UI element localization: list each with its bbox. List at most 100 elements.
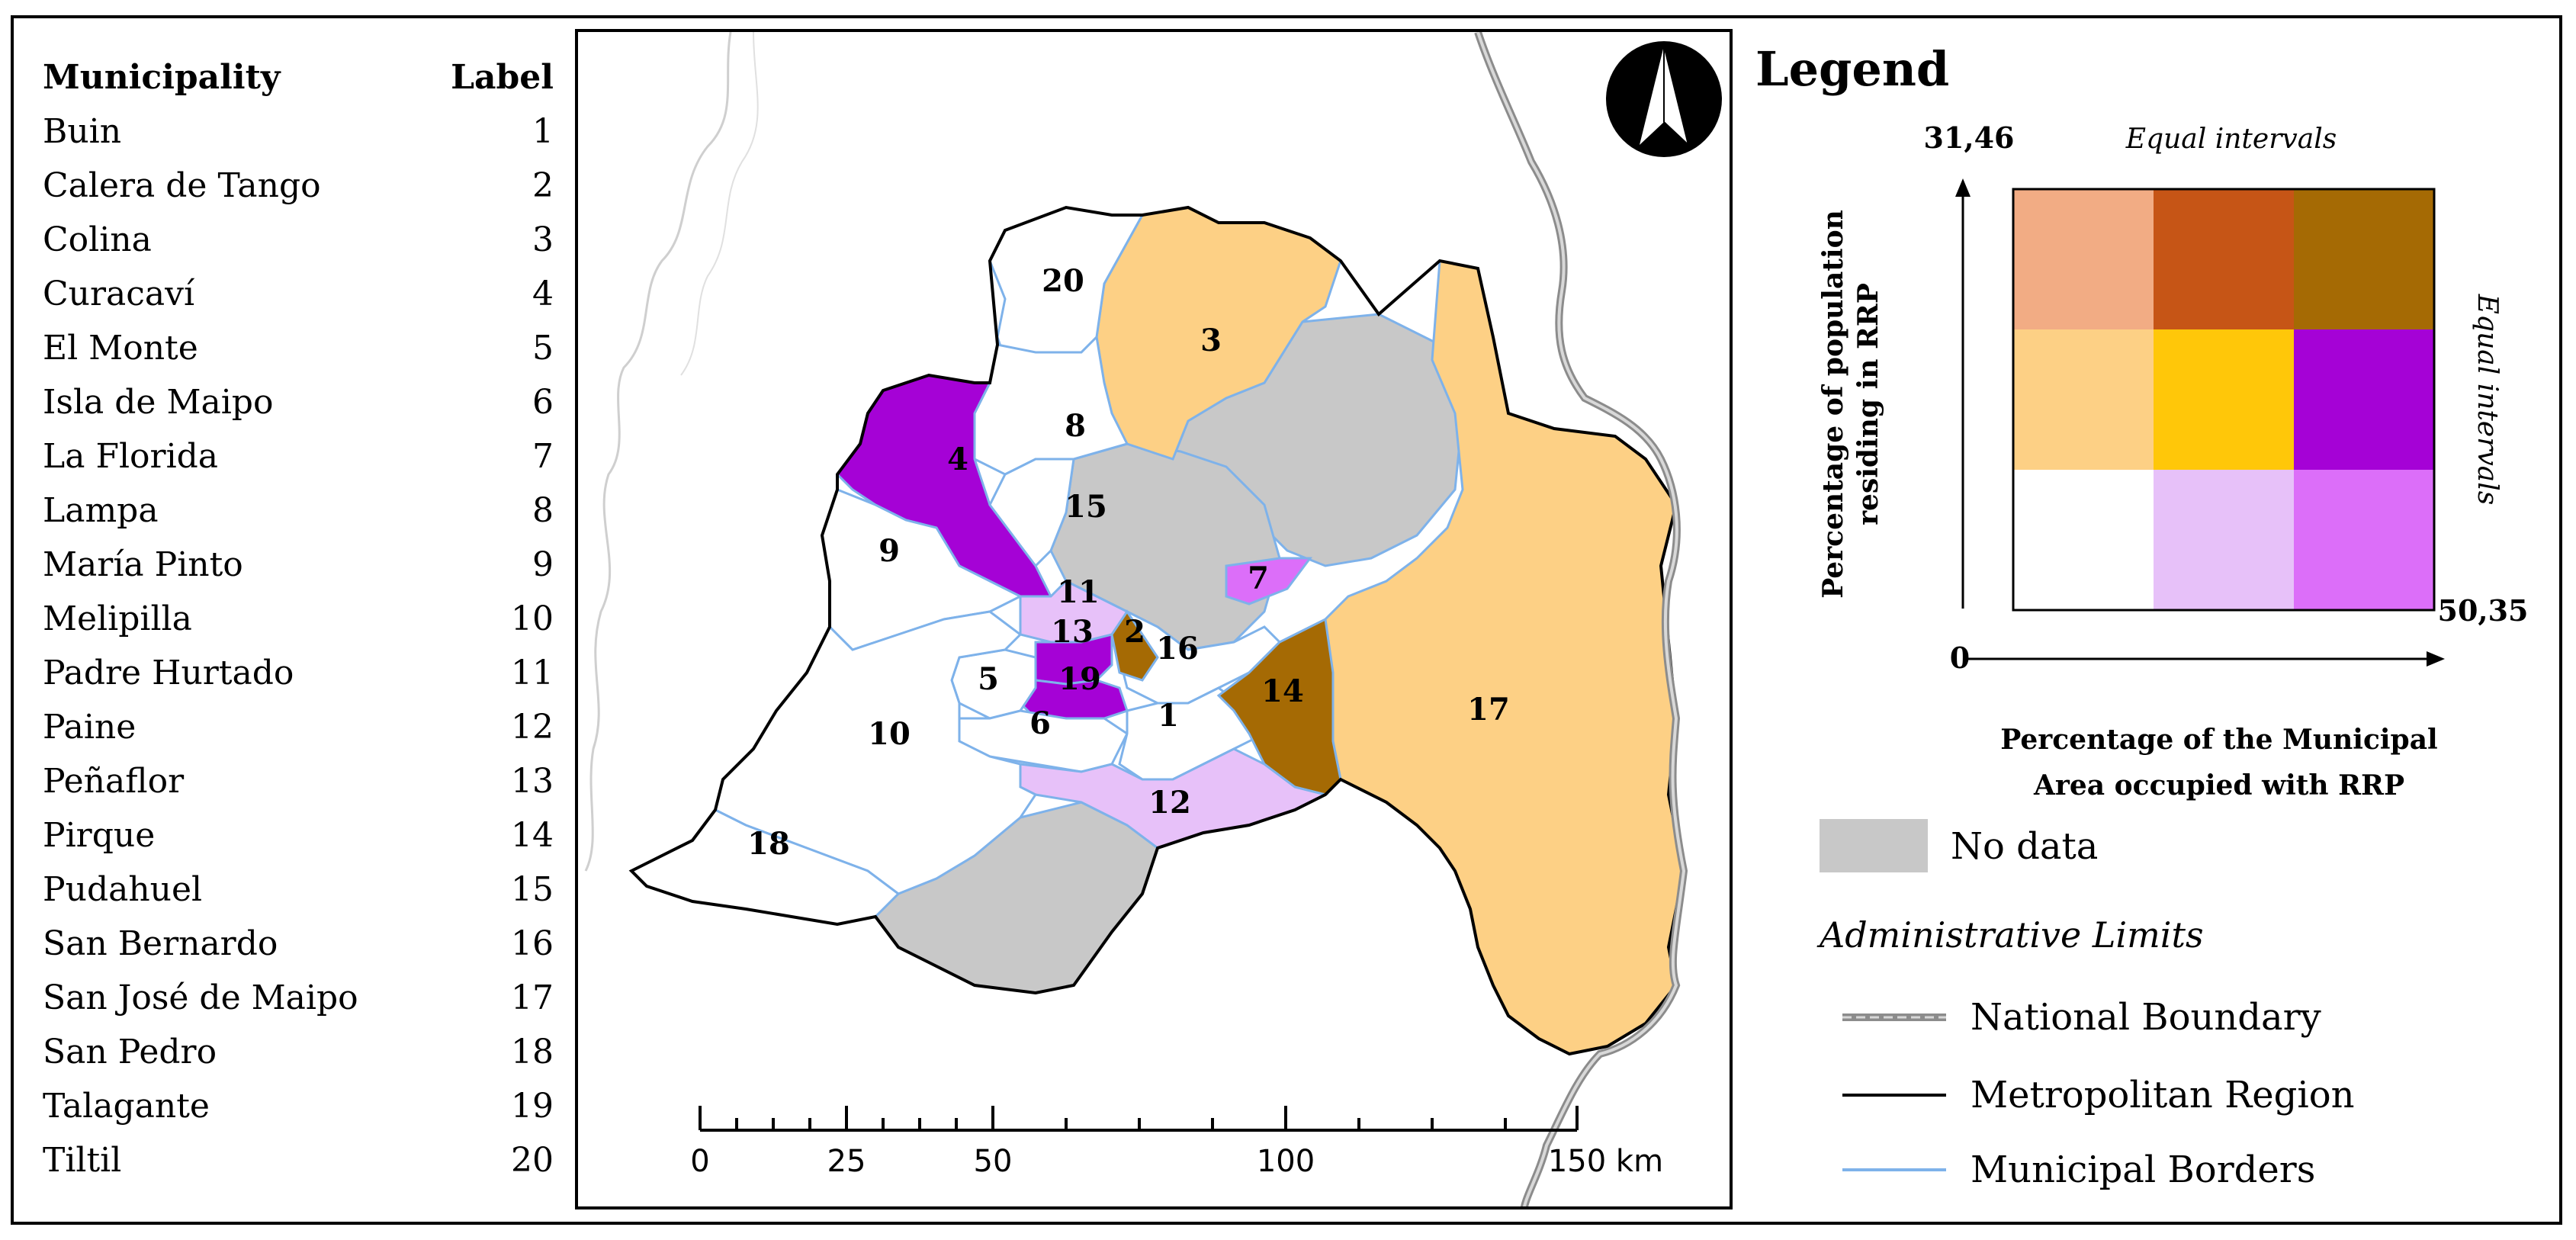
municipality-name: Paine — [43, 708, 137, 747]
table-row: El Monte 5 — [43, 321, 554, 375]
municipality-name: San Bernardo — [43, 924, 278, 963]
municipality-name: San José de Maipo — [43, 978, 358, 1017]
x-axis-arrowhead — [2427, 651, 2445, 667]
table-row: Isla de Maipo 6 — [43, 375, 554, 429]
municipality-name: Tiltil — [43, 1141, 122, 1180]
bivariate-cell-r2-c2 — [2294, 470, 2434, 610]
municipality-label: 3 — [532, 220, 554, 259]
municipality-name: Peñaflor — [43, 762, 185, 801]
table-row: Paine 12 — [43, 700, 554, 754]
municipality-2 — [1110, 609, 1159, 682]
metropolitan-region-label: Metropolitan Region — [1971, 1074, 2355, 1116]
legend-x-min: 0 — [1950, 641, 1970, 675]
map-label-18: 18 — [747, 826, 790, 862]
municipality-label: 2 — [532, 166, 554, 205]
header-municipality: Municipality — [43, 58, 281, 97]
legend-svg: 31,46 Equal intervals 0 50,35 Equal inte… — [1816, 120, 2529, 1191]
municipality-7 — [1225, 557, 1312, 606]
municipality-name: Curacaví — [43, 275, 195, 313]
national-boundary-label: National Boundary — [1971, 996, 2321, 1039]
municipal-borders-label: Municipal Borders — [1971, 1148, 2315, 1191]
legend-y-max: 31,46 — [1924, 120, 2015, 155]
national-boundary-inner — [1476, 32, 1686, 1206]
map-label-13: 13 — [1051, 614, 1094, 650]
municipality-name: Melipilla — [43, 599, 192, 638]
table-row: San Pedro 18 — [43, 1025, 554, 1079]
map-label-10: 10 — [868, 716, 911, 752]
municipality-name: Talagante — [43, 1087, 210, 1126]
table-row: Lampa 8 — [43, 483, 554, 538]
legend-top-caption: Equal intervals — [2125, 124, 2337, 155]
metropolitan-region-outline — [628, 205, 1686, 1056]
scale-tick-25: 25 — [827, 1144, 866, 1179]
municipality-label: 12 — [511, 708, 554, 747]
table-row: Pirque 14 — [43, 808, 554, 863]
municipality-name: Padre Hurtado — [43, 654, 294, 692]
table-row: San Bernardo 16 — [43, 917, 554, 971]
municipality-label: 1 — [532, 112, 554, 151]
municipality-15 — [988, 458, 1075, 568]
municipality-name: Isla de Maipo — [43, 383, 274, 422]
bivariate-cell-r1-c1 — [2154, 329, 2294, 470]
map-label-2: 2 — [1124, 614, 1145, 650]
map-label-8: 8 — [1065, 408, 1086, 444]
admin-limits-title: Administrative Limits — [1816, 914, 2204, 956]
municipality-label: 10 — [511, 599, 554, 638]
bivariate-cell-r1-c0 — [2013, 329, 2154, 470]
legend-side-caption: Equal intervals — [2472, 294, 2503, 505]
municipality-label: 11 — [511, 654, 554, 692]
map-label-5: 5 — [978, 661, 999, 697]
table-row: María Pinto 9 — [43, 538, 554, 592]
scale-tick-50: 50 — [974, 1144, 1013, 1179]
municipality-label: 14 — [511, 816, 554, 855]
legend-x-axis-label-1: Percentage of the Municipal — [2000, 724, 2437, 756]
scale-tick-100: 100 — [1257, 1144, 1315, 1179]
municipality-label: 13 — [511, 762, 554, 801]
municipality-label: 15 — [511, 870, 554, 909]
scale-unit: km — [1616, 1144, 1663, 1179]
table-row: Talagante 19 — [43, 1079, 554, 1133]
table-row: Buin 1 — [43, 104, 554, 159]
municipality-label: 6 — [532, 383, 554, 422]
bivariate-cell-r0-c1 — [2154, 189, 2294, 329]
municipality-label: 5 — [532, 329, 554, 368]
municipality-name: Colina — [43, 220, 152, 259]
municipality-label: 7 — [532, 437, 554, 476]
municipality-label: 8 — [532, 491, 554, 530]
map-svg: 20 3 8 4 15 9 11 7 13 2 16 5 19 6 1 14 1… — [584, 32, 1722, 1206]
table-row: Curacaví 4 — [43, 267, 554, 321]
scale-tick-150: 150 — [1548, 1144, 1606, 1179]
table-row: Melipilla 10 — [43, 592, 554, 646]
municipality-name: La Florida — [43, 437, 219, 476]
map-label-11: 11 — [1057, 574, 1100, 610]
map-label-20: 20 — [1042, 263, 1084, 299]
table-row: La Florida 7 — [43, 429, 554, 483]
map-label-7: 7 — [1248, 561, 1269, 596]
municipality-label: 16 — [511, 924, 554, 963]
municipality-label: 19 — [511, 1087, 554, 1126]
table-row: Padre Hurtado 11 — [43, 646, 554, 700]
map-label-12: 12 — [1148, 785, 1191, 821]
table-header: Municipality Label — [43, 50, 554, 104]
municipality-label: 9 — [532, 545, 554, 584]
map-label-3: 3 — [1200, 323, 1222, 358]
bivariate-cell-r0-c2 — [2294, 189, 2434, 329]
header-label: Label — [451, 58, 554, 97]
legend-x-max: 50,35 — [2438, 593, 2529, 628]
municipality-name: El Monte — [43, 329, 198, 368]
municipality-label: 20 — [511, 1141, 554, 1180]
legend-y-axis-label-1: Percentage of population — [1817, 210, 1849, 599]
bivariate-cell-r2-c0 — [2013, 470, 2154, 610]
legend-y-axis-label-2: residing in RRP — [1852, 283, 1884, 525]
map-label-15: 15 — [1065, 489, 1107, 525]
terrain-line — [680, 32, 759, 376]
scale-bar — [699, 1106, 1579, 1132]
table-row: Peñaflor 13 — [43, 754, 554, 808]
map-label-16: 16 — [1156, 631, 1199, 667]
no-data-swatch — [1820, 819, 1928, 872]
municipality-name: Calera de Tango — [43, 166, 321, 205]
map-label-17: 17 — [1467, 692, 1510, 728]
map-label-14: 14 — [1261, 673, 1304, 709]
municipality-label: 17 — [511, 978, 554, 1017]
scale-tick-0: 0 — [690, 1144, 709, 1179]
